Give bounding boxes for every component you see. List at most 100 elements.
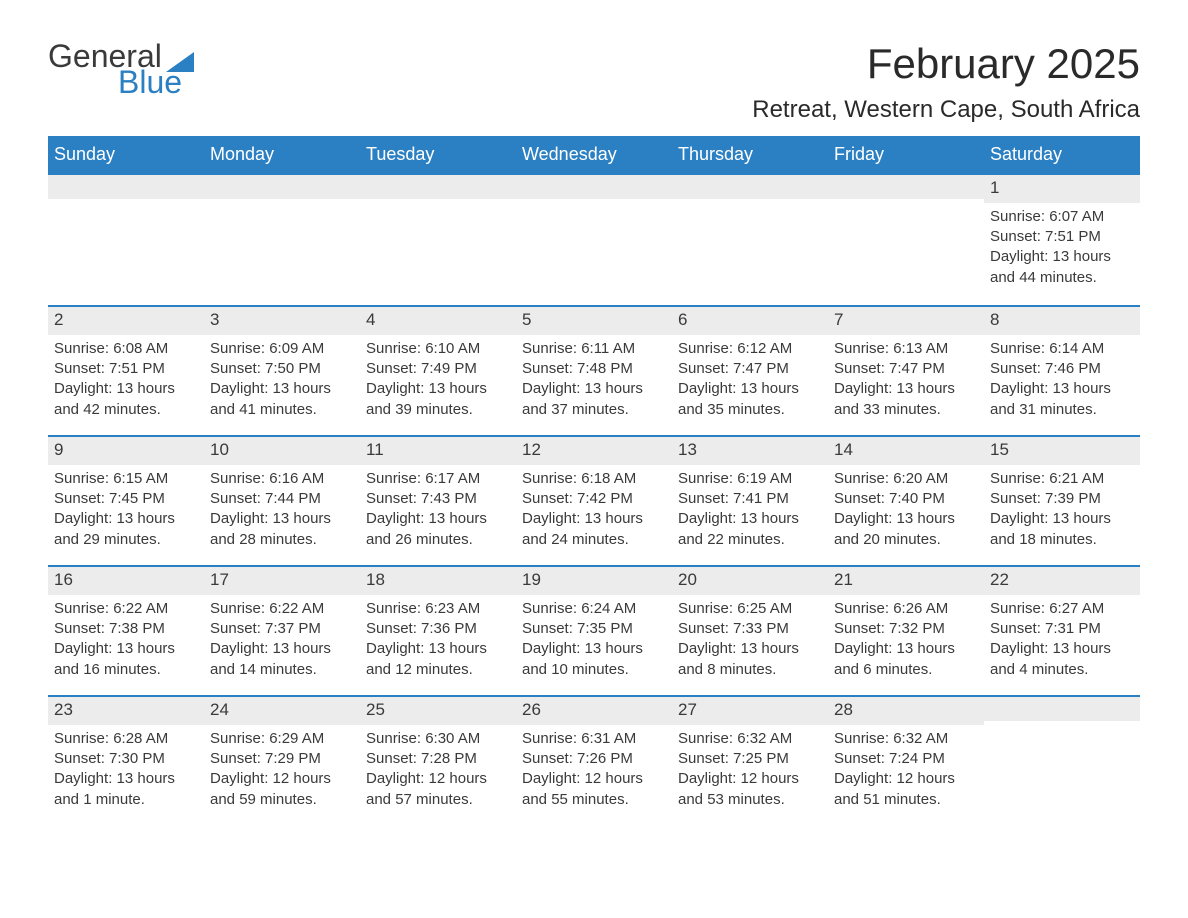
daylight-text: Daylight: 13 hours and 31 minutes. xyxy=(990,379,1134,420)
sunset-text: Sunset: 7:30 PM xyxy=(54,749,198,769)
day-header: Monday xyxy=(204,136,360,175)
day-body: Sunrise: 6:13 AMSunset: 7:47 PMDaylight:… xyxy=(828,335,984,430)
day-cell: 5Sunrise: 6:11 AMSunset: 7:48 PMDaylight… xyxy=(516,307,672,435)
sunset-text: Sunset: 7:49 PM xyxy=(366,359,510,379)
sunset-text: Sunset: 7:41 PM xyxy=(678,489,822,509)
day-body: Sunrise: 6:32 AMSunset: 7:25 PMDaylight:… xyxy=(672,725,828,820)
day-number: 13 xyxy=(672,437,828,465)
day-body: Sunrise: 6:12 AMSunset: 7:47 PMDaylight:… xyxy=(672,335,828,430)
sunset-text: Sunset: 7:35 PM xyxy=(522,619,666,639)
day-number: 28 xyxy=(828,697,984,725)
daylight-text: Daylight: 13 hours and 18 minutes. xyxy=(990,509,1134,550)
sunset-text: Sunset: 7:43 PM xyxy=(366,489,510,509)
daylight-text: Daylight: 12 hours and 57 minutes. xyxy=(366,769,510,810)
day-body: Sunrise: 6:31 AMSunset: 7:26 PMDaylight:… xyxy=(516,725,672,820)
day-number: 26 xyxy=(516,697,672,725)
day-number: 20 xyxy=(672,567,828,595)
sunrise-text: Sunrise: 6:17 AM xyxy=(366,469,510,489)
sunset-text: Sunset: 7:33 PM xyxy=(678,619,822,639)
day-body xyxy=(48,199,204,213)
daylight-text: Daylight: 13 hours and 14 minutes. xyxy=(210,639,354,680)
day-number: 19 xyxy=(516,567,672,595)
day-header: Thursday xyxy=(672,136,828,175)
sunrise-text: Sunrise: 6:10 AM xyxy=(366,339,510,359)
day-body: Sunrise: 6:28 AMSunset: 7:30 PMDaylight:… xyxy=(48,725,204,820)
day-number: 25 xyxy=(360,697,516,725)
day-cell: 16Sunrise: 6:22 AMSunset: 7:38 PMDayligh… xyxy=(48,567,204,695)
sunrise-text: Sunrise: 6:14 AM xyxy=(990,339,1134,359)
daylight-text: Daylight: 12 hours and 55 minutes. xyxy=(522,769,666,810)
sunrise-text: Sunrise: 6:22 AM xyxy=(210,599,354,619)
sunrise-text: Sunrise: 6:26 AM xyxy=(834,599,978,619)
day-cell xyxy=(984,697,1140,825)
daylight-text: Daylight: 13 hours and 24 minutes. xyxy=(522,509,666,550)
day-cell: 28Sunrise: 6:32 AMSunset: 7:24 PMDayligh… xyxy=(828,697,984,825)
sunrise-text: Sunrise: 6:18 AM xyxy=(522,469,666,489)
header: General Blue February 2025 Retreat, West… xyxy=(48,40,1140,124)
day-cell: 14Sunrise: 6:20 AMSunset: 7:40 PMDayligh… xyxy=(828,437,984,565)
sunset-text: Sunset: 7:38 PM xyxy=(54,619,198,639)
daylight-text: Daylight: 13 hours and 4 minutes. xyxy=(990,639,1134,680)
logo-text-blue: Blue xyxy=(118,66,194,98)
day-body xyxy=(204,199,360,213)
daylight-text: Daylight: 13 hours and 22 minutes. xyxy=(678,509,822,550)
week-row: 9Sunrise: 6:15 AMSunset: 7:45 PMDaylight… xyxy=(48,435,1140,565)
sunrise-text: Sunrise: 6:30 AM xyxy=(366,729,510,749)
daylight-text: Daylight: 13 hours and 20 minutes. xyxy=(834,509,978,550)
sunrise-text: Sunrise: 6:08 AM xyxy=(54,339,198,359)
day-cell: 18Sunrise: 6:23 AMSunset: 7:36 PMDayligh… xyxy=(360,567,516,695)
week-row: 23Sunrise: 6:28 AMSunset: 7:30 PMDayligh… xyxy=(48,695,1140,825)
month-title: February 2025 xyxy=(752,40,1140,88)
day-body xyxy=(672,199,828,213)
day-cell: 9Sunrise: 6:15 AMSunset: 7:45 PMDaylight… xyxy=(48,437,204,565)
day-cell: 4Sunrise: 6:10 AMSunset: 7:49 PMDaylight… xyxy=(360,307,516,435)
day-cell: 17Sunrise: 6:22 AMSunset: 7:37 PMDayligh… xyxy=(204,567,360,695)
day-body: Sunrise: 6:10 AMSunset: 7:49 PMDaylight:… xyxy=(360,335,516,430)
day-cell: 3Sunrise: 6:09 AMSunset: 7:50 PMDaylight… xyxy=(204,307,360,435)
day-cell: 24Sunrise: 6:29 AMSunset: 7:29 PMDayligh… xyxy=(204,697,360,825)
day-cell: 19Sunrise: 6:24 AMSunset: 7:35 PMDayligh… xyxy=(516,567,672,695)
sunset-text: Sunset: 7:36 PM xyxy=(366,619,510,639)
day-header: Wednesday xyxy=(516,136,672,175)
day-body: Sunrise: 6:22 AMSunset: 7:38 PMDaylight:… xyxy=(48,595,204,690)
day-number xyxy=(984,697,1140,721)
day-body: Sunrise: 6:20 AMSunset: 7:40 PMDaylight:… xyxy=(828,465,984,560)
sunrise-text: Sunrise: 6:23 AM xyxy=(366,599,510,619)
sunset-text: Sunset: 7:25 PM xyxy=(678,749,822,769)
daylight-text: Daylight: 13 hours and 29 minutes. xyxy=(54,509,198,550)
sunset-text: Sunset: 7:37 PM xyxy=(210,619,354,639)
sunrise-text: Sunrise: 6:28 AM xyxy=(54,729,198,749)
daylight-text: Daylight: 13 hours and 10 minutes. xyxy=(522,639,666,680)
sunset-text: Sunset: 7:40 PM xyxy=(834,489,978,509)
day-body xyxy=(516,199,672,213)
day-body: Sunrise: 6:07 AMSunset: 7:51 PMDaylight:… xyxy=(984,203,1140,298)
location-subtitle: Retreat, Western Cape, South Africa xyxy=(752,96,1140,124)
day-body: Sunrise: 6:17 AMSunset: 7:43 PMDaylight:… xyxy=(360,465,516,560)
day-cell: 25Sunrise: 6:30 AMSunset: 7:28 PMDayligh… xyxy=(360,697,516,825)
sunrise-text: Sunrise: 6:20 AM xyxy=(834,469,978,489)
day-body: Sunrise: 6:24 AMSunset: 7:35 PMDaylight:… xyxy=(516,595,672,690)
day-cell xyxy=(516,175,672,305)
day-body: Sunrise: 6:09 AMSunset: 7:50 PMDaylight:… xyxy=(204,335,360,430)
title-block: February 2025 Retreat, Western Cape, Sou… xyxy=(752,40,1140,124)
day-body: Sunrise: 6:25 AMSunset: 7:33 PMDaylight:… xyxy=(672,595,828,690)
day-number xyxy=(48,175,204,199)
sunset-text: Sunset: 7:39 PM xyxy=(990,489,1134,509)
day-cell: 8Sunrise: 6:14 AMSunset: 7:46 PMDaylight… xyxy=(984,307,1140,435)
daylight-text: Daylight: 13 hours and 42 minutes. xyxy=(54,379,198,420)
day-cell: 12Sunrise: 6:18 AMSunset: 7:42 PMDayligh… xyxy=(516,437,672,565)
daylight-text: Daylight: 13 hours and 44 minutes. xyxy=(990,247,1134,288)
day-body: Sunrise: 6:16 AMSunset: 7:44 PMDaylight:… xyxy=(204,465,360,560)
sunrise-text: Sunrise: 6:32 AM xyxy=(678,729,822,749)
day-body: Sunrise: 6:08 AMSunset: 7:51 PMDaylight:… xyxy=(48,335,204,430)
day-number: 15 xyxy=(984,437,1140,465)
day-number: 2 xyxy=(48,307,204,335)
daylight-text: Daylight: 12 hours and 53 minutes. xyxy=(678,769,822,810)
day-number: 1 xyxy=(984,175,1140,203)
daylight-text: Daylight: 13 hours and 33 minutes. xyxy=(834,379,978,420)
sunset-text: Sunset: 7:47 PM xyxy=(834,359,978,379)
week-row: 2Sunrise: 6:08 AMSunset: 7:51 PMDaylight… xyxy=(48,305,1140,435)
sunrise-text: Sunrise: 6:32 AM xyxy=(834,729,978,749)
day-number: 4 xyxy=(360,307,516,335)
daylight-text: Daylight: 12 hours and 59 minutes. xyxy=(210,769,354,810)
